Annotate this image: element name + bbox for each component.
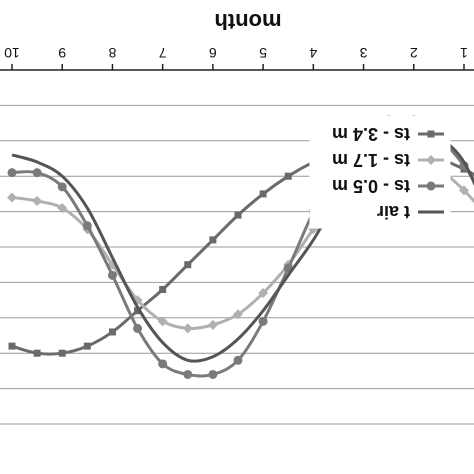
- legend-label: ts - 0.5 m: [332, 176, 410, 196]
- x-tick-label: 7: [159, 45, 167, 61]
- data-point: [182, 323, 193, 334]
- data-point: [234, 211, 242, 219]
- data-point: [32, 168, 42, 178]
- data-point: [8, 342, 16, 350]
- x-tick-label: 5: [259, 45, 267, 61]
- x-tick-label: 1: [460, 45, 468, 61]
- data-point: [58, 349, 66, 357]
- x-tick-label: 10: [4, 45, 20, 61]
- x-tick-label: 6: [209, 45, 217, 61]
- data-point: [157, 316, 168, 327]
- data-point: [284, 172, 292, 180]
- data-point: [183, 369, 193, 379]
- data-point: [83, 342, 91, 350]
- data-point: [33, 349, 41, 357]
- legend-item: t air: [377, 202, 444, 222]
- data-point: [209, 236, 217, 244]
- data-point: [159, 285, 167, 293]
- data-point: [258, 288, 269, 299]
- x-tick-label: 4: [309, 45, 317, 61]
- legend-marker: [426, 181, 436, 191]
- legend-marker: [426, 155, 436, 165]
- data-point: [233, 309, 243, 320]
- x-tick-label: 2: [410, 45, 418, 61]
- data-point: [233, 355, 243, 365]
- legend-marker: [427, 130, 435, 138]
- x-axis-title: month: [214, 9, 281, 34]
- legend-label: t air: [377, 202, 410, 222]
- data-point: [158, 359, 168, 369]
- data-point: [134, 307, 142, 315]
- data-point: [258, 316, 268, 326]
- legend-label: ts - 3.4 m: [332, 124, 410, 144]
- data-point: [7, 168, 17, 178]
- data-point: [208, 369, 218, 379]
- data-point: [108, 328, 116, 336]
- data-point: [133, 323, 143, 333]
- data-point: [57, 203, 68, 214]
- data-point: [459, 185, 469, 196]
- data-point: [207, 319, 218, 330]
- legend-item: ts - 1.7 m: [332, 150, 444, 170]
- data-point: [32, 195, 43, 206]
- data-point: [107, 270, 117, 280]
- data-point: [82, 221, 92, 231]
- x-axis: 1 2 3 4 5 6 7 8 9 10: [0, 45, 474, 71]
- x-tick-label: 9: [58, 45, 66, 61]
- legend-item: ts - 0.5 m: [332, 176, 444, 196]
- data-point: [7, 192, 17, 203]
- data-point: [57, 182, 67, 192]
- x-tick-label: 8: [108, 45, 116, 61]
- legend-label: ts - 1.7 m: [332, 150, 410, 170]
- data-point: [184, 261, 192, 269]
- legend-item: ts - 3.4 m: [332, 124, 444, 144]
- legend: t air ts - 0.5 m ts - 1.7 m ts - 3.4 m: [309, 115, 451, 229]
- x-tick-label: 3: [359, 45, 367, 61]
- data-point: [259, 190, 267, 198]
